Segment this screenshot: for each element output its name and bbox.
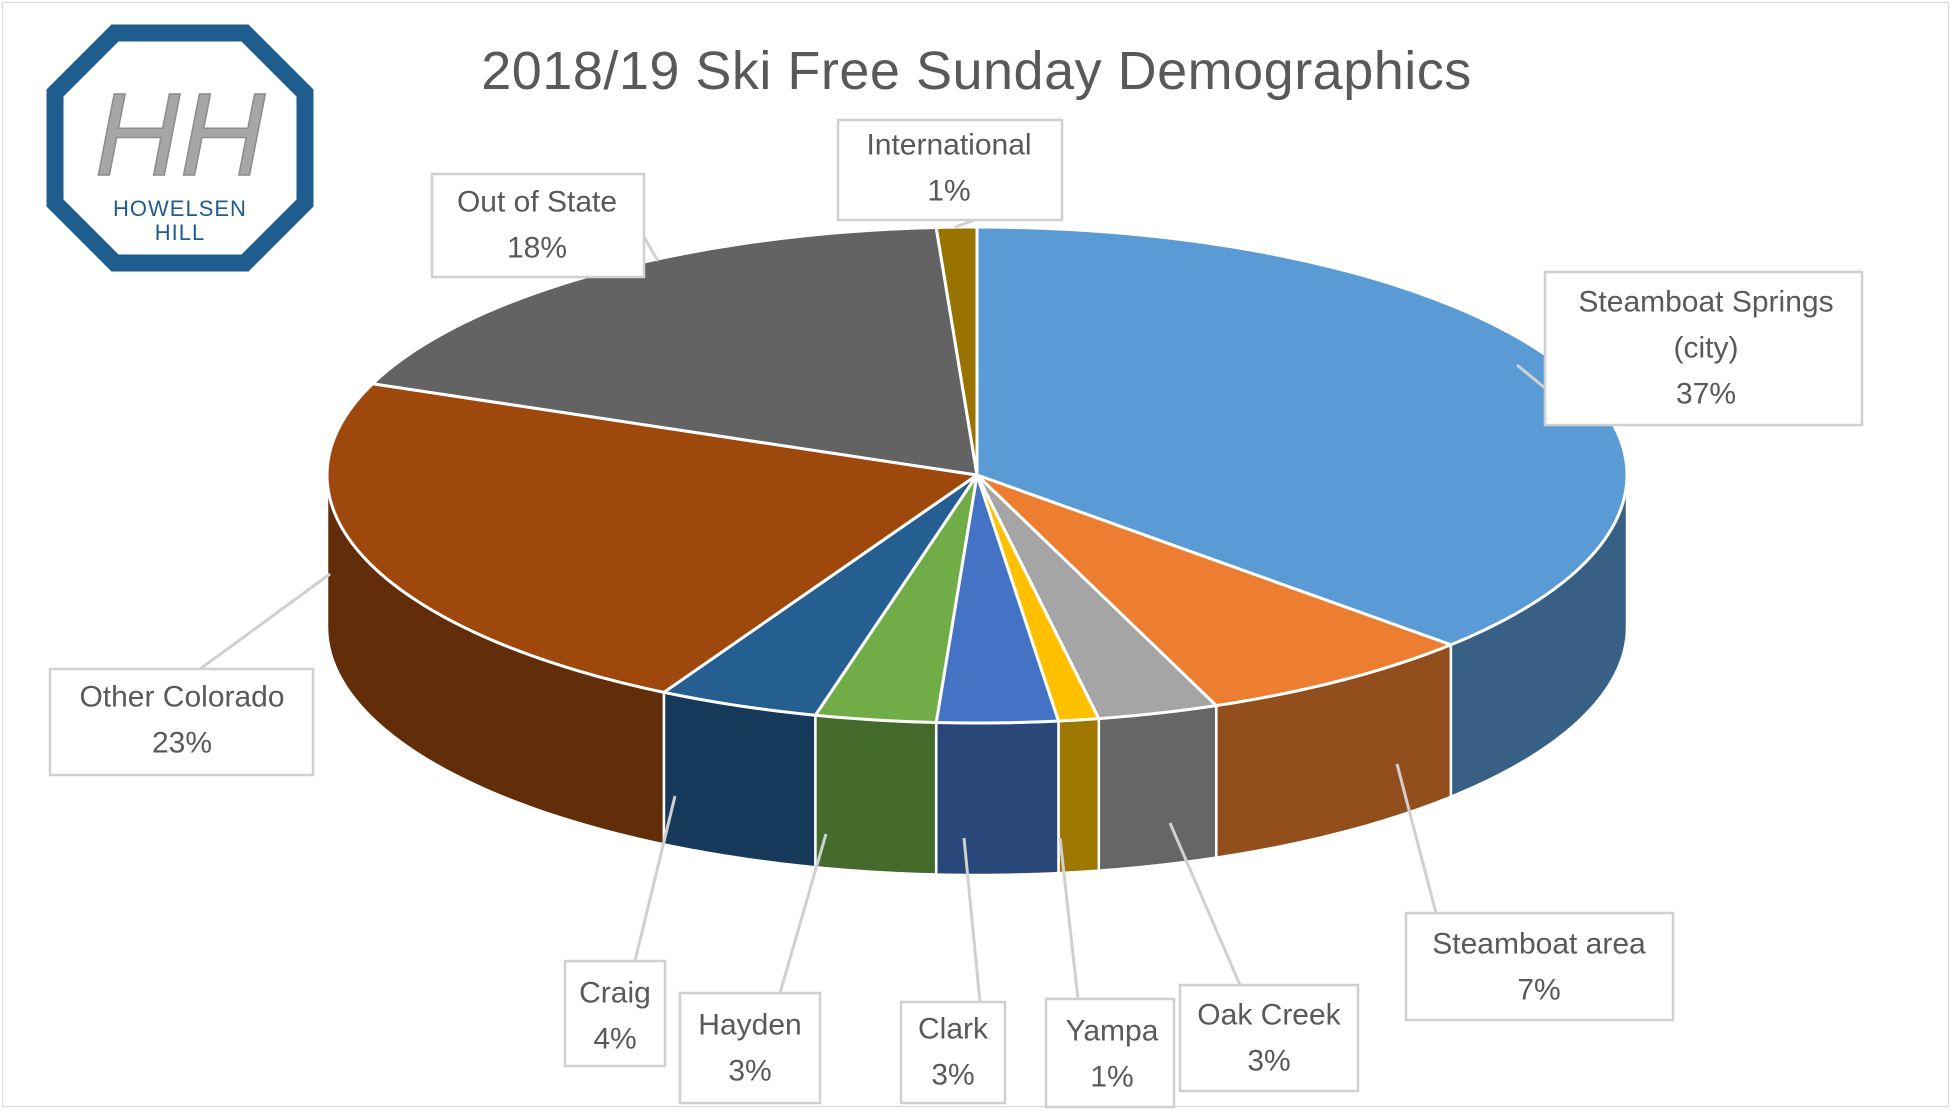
- data-label-category-craig: Craig: [579, 977, 651, 1010]
- label-box-other-colorado: [48, 667, 315, 777]
- pie-side-clark: [934, 719, 1060, 877]
- data-label-category-steamboat-springs-city: Steamboat Springs: [1578, 286, 1833, 319]
- pie-side-yampa: [1057, 717, 1101, 875]
- data-label-category-other-colorado: Other Colorado: [79, 681, 284, 714]
- leader-line-steamboat-area: [1395, 763, 1438, 914]
- pie-slice-clark: [934, 473, 1060, 725]
- data-label-percent-steamboat-springs-city: 37%: [1676, 378, 1736, 411]
- logo-text-hill: HILL: [155, 220, 205, 245]
- leader-line-steamboat-springs-city: [1516, 363, 1546, 390]
- data-label-percent-hayden: 3%: [728, 1055, 771, 1088]
- logo-text-howelsen: HOWELSEN: [113, 196, 247, 221]
- pie-side-hayden: [814, 713, 938, 876]
- pie-slice-other-colorado: [325, 382, 979, 694]
- leader-line-yampa: [1058, 837, 1080, 1000]
- data-label-category-yampa: Yampa: [1066, 1015, 1159, 1048]
- leader-line-hayden: [778, 833, 828, 994]
- label-box-steamboat-area: [1404, 911, 1675, 1022]
- data-label-percent-international: 1%: [927, 175, 970, 208]
- label-box-international: [836, 118, 1064, 222]
- data-label-category-out-of-state: Out of State: [457, 186, 617, 219]
- data-label-category-steamboat-area: Steamboat area: [1432, 928, 1646, 961]
- data-label-category-hayden: Hayden: [698, 1009, 801, 1042]
- pie-slice-steamboat-area: [975, 473, 1453, 708]
- data-label-percent-out-of-state: 18%: [507, 232, 567, 265]
- data-label-category-clark: Clark: [918, 1013, 989, 1046]
- logo-octagon-border: [46, 24, 314, 272]
- pie-side-oak-creek: [1097, 704, 1218, 872]
- pie-slice-craig: [662, 473, 979, 717]
- label-box-craig: [563, 959, 667, 1068]
- howelsen-hill-logo: HH HOWELSEN HILL: [46, 24, 314, 272]
- label-box-oak-creek: [1178, 983, 1360, 1093]
- leader-line-other-colorado: [199, 572, 331, 671]
- data-label-percent-craig: 4%: [593, 1023, 636, 1056]
- data-label-percent-steamboat-area: 7%: [1517, 974, 1560, 1007]
- logo-monogram: HH: [95, 69, 266, 201]
- label-box-yampa: [1044, 997, 1176, 1109]
- data-label-category-international: International: [866, 129, 1031, 162]
- data-label-category-steamboat-springs-city: (city): [1674, 332, 1739, 365]
- data-label-percent-other-colorado: 23%: [152, 727, 212, 760]
- pie-side-craig: [662, 691, 817, 869]
- data-label-percent-oak-creek: 3%: [1247, 1045, 1290, 1078]
- data-label-percent-clark: 3%: [931, 1059, 974, 1092]
- leader-line-oak-creek: [1168, 822, 1242, 986]
- label-box-steamboat-springs-city: [1543, 270, 1864, 427]
- pie-slice-oak-creek: [975, 473, 1218, 721]
- leader-line-clark: [962, 837, 982, 1003]
- chart-title: 2018/19 Ski Free Sunday Demographics: [481, 41, 1472, 101]
- label-box-out-of-state: [430, 172, 646, 279]
- data-label-category-oak-creek: Oak Creek: [1197, 999, 1341, 1032]
- data-label-percent-yampa: 1%: [1090, 1061, 1133, 1094]
- label-box-hayden: [678, 991, 822, 1105]
- label-box-clark: [899, 1000, 1007, 1105]
- leader-line-craig: [633, 795, 677, 962]
